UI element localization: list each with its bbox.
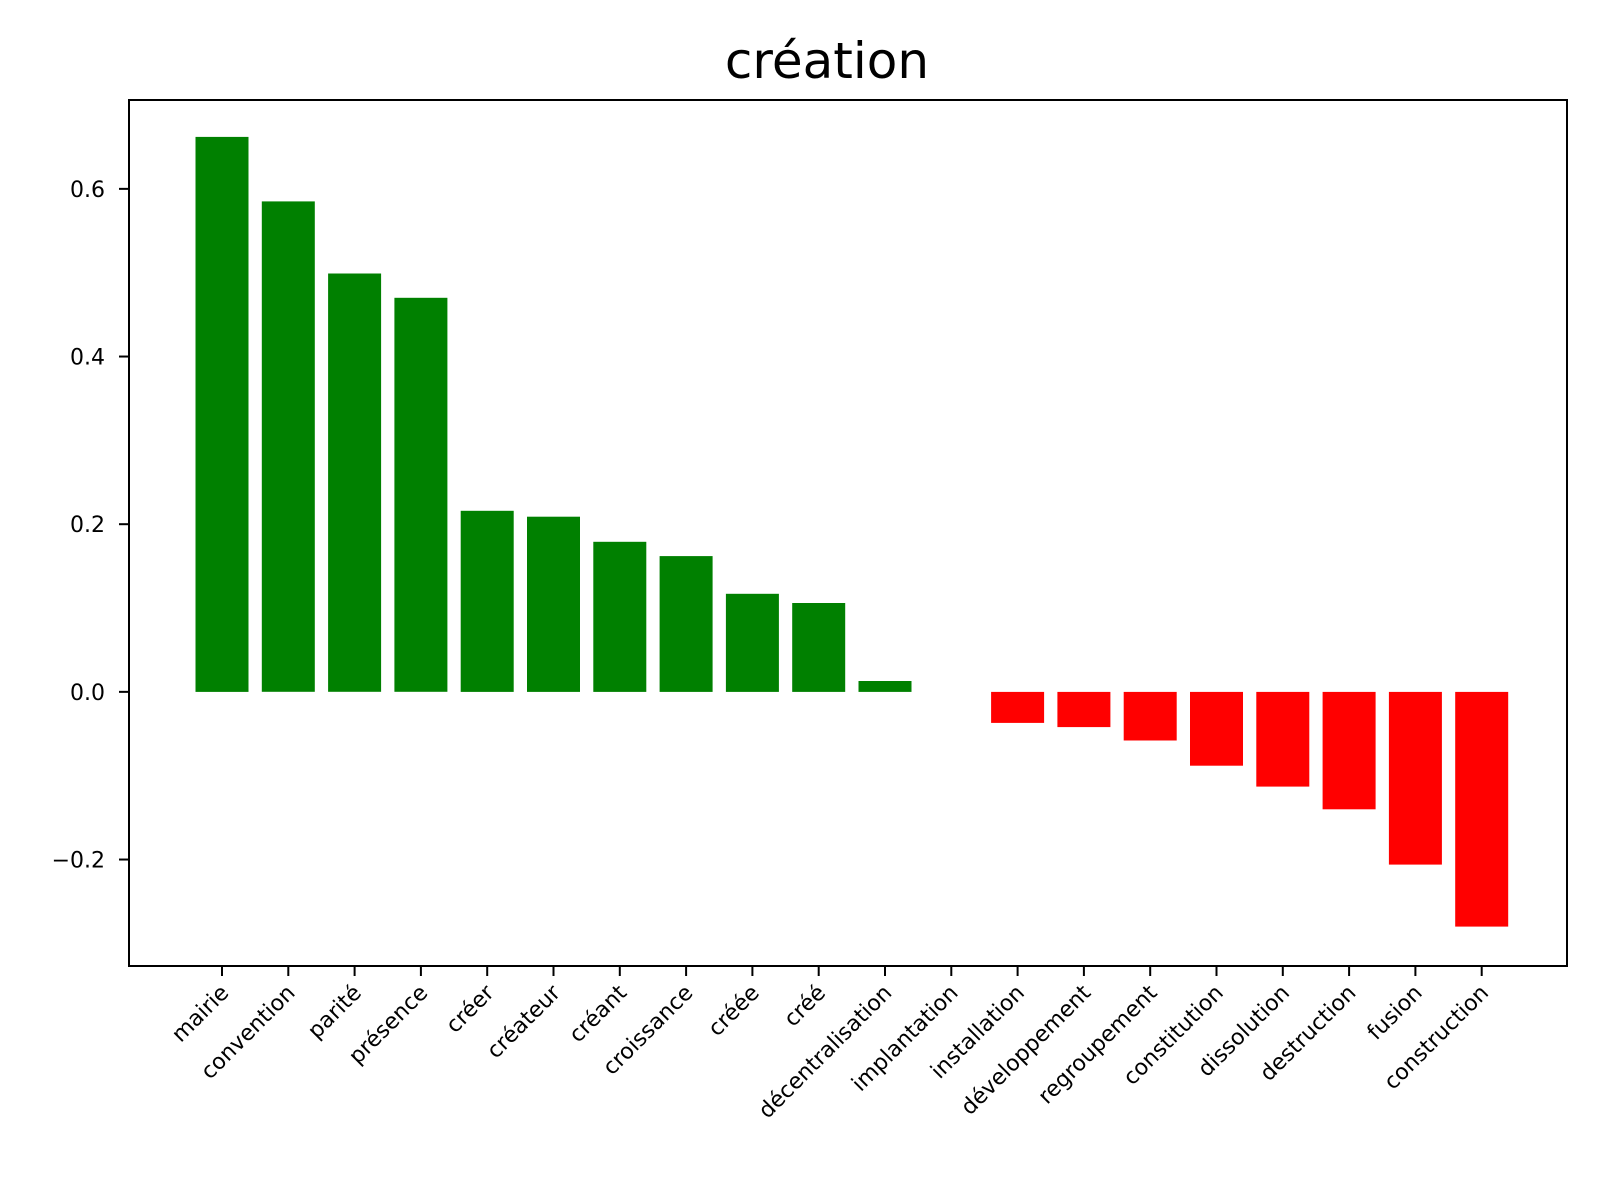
bar <box>195 136 249 692</box>
bar <box>527 516 580 692</box>
bar <box>1455 691 1509 927</box>
bar <box>858 681 912 692</box>
bar <box>1123 691 1177 741</box>
bar <box>394 297 448 692</box>
bar <box>725 593 779 692</box>
bar <box>991 691 1045 723</box>
bar <box>792 603 846 692</box>
x-tick-label: mairie <box>167 981 234 1048</box>
x-tick-label: créateur <box>482 980 566 1064</box>
bar <box>1057 691 1111 728</box>
x-tick-label: parité <box>303 981 366 1044</box>
x-tick-label: créé <box>780 981 831 1032</box>
plot-area-frame <box>128 99 1568 967</box>
bar <box>261 201 315 692</box>
y-axis: −0.2 0.0 0.2 0.4 0.6 <box>52 178 129 874</box>
bar <box>1190 691 1243 766</box>
bars-layer <box>195 136 1509 927</box>
x-tick-label: créer <box>442 980 500 1038</box>
y-tick-label: 0.4 <box>70 346 105 371</box>
bar <box>1322 691 1376 810</box>
y-tick-label: 0.6 <box>70 178 105 203</box>
chart-title: création <box>725 32 929 90</box>
y-tick-label: −0.2 <box>52 849 105 874</box>
y-tick-label: 0.2 <box>70 513 105 538</box>
bar <box>593 541 647 692</box>
bar <box>328 273 382 692</box>
bar <box>1256 691 1310 787</box>
bar <box>1388 691 1442 865</box>
bar <box>659 556 713 692</box>
y-tick-label: 0.0 <box>70 681 105 706</box>
x-tick-label: fusion <box>1363 981 1428 1046</box>
bar <box>460 510 514 692</box>
x-tick-label: créée <box>704 981 765 1042</box>
x-tick-label: regroupement <box>1034 980 1163 1109</box>
